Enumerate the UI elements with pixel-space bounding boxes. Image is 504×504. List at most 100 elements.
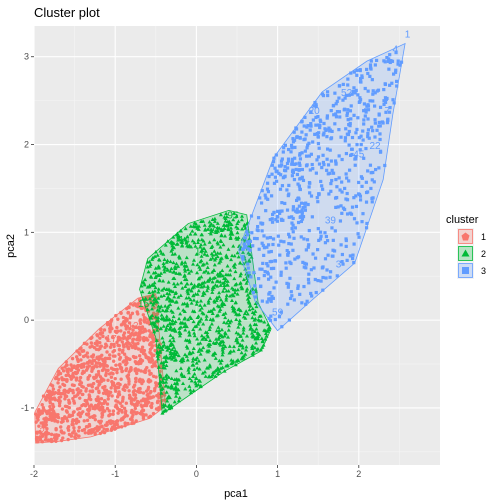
cluster-2-point	[256, 317, 261, 322]
cluster-1-point	[66, 437, 70, 442]
cluster-2-point	[199, 232, 204, 237]
cluster-3-point	[347, 129, 351, 134]
cluster-1-point	[36, 415, 40, 419]
cluster-2-point	[140, 289, 145, 294]
cluster-2-point	[226, 335, 231, 339]
cluster-1-point	[143, 327, 147, 332]
cluster-3-point	[294, 198, 299, 203]
cluster-1-point	[149, 395, 154, 400]
cluster-2-point	[174, 261, 179, 266]
cluster-3-point	[290, 215, 294, 219]
cluster-3-point	[352, 70, 356, 74]
cluster-3-point	[378, 149, 383, 153]
cluster-2-point-label: 10	[195, 246, 207, 257]
cluster-1-point	[148, 414, 153, 419]
cluster-3-point	[255, 237, 259, 241]
cluster-1-point	[120, 417, 124, 421]
cluster-1-point	[111, 359, 116, 363]
cluster-2-point	[217, 294, 222, 299]
cluster-3-point	[298, 153, 302, 157]
cluster-3-point	[344, 93, 348, 98]
cluster-1-point	[123, 421, 127, 425]
cluster-1-point	[105, 427, 110, 432]
cluster-3-point	[298, 177, 302, 181]
cluster-3-point	[290, 174, 294, 178]
cluster-3-point	[314, 290, 318, 295]
cluster-3-point	[264, 196, 268, 200]
cluster-3-point	[246, 233, 250, 237]
cluster-3-point	[359, 134, 363, 138]
cluster-3-point	[304, 154, 309, 158]
cluster-2-point	[167, 292, 172, 296]
cluster-3-point	[330, 129, 334, 133]
cluster-2-point	[241, 277, 246, 282]
cluster-2-point	[213, 356, 218, 360]
cluster-3-point	[298, 292, 302, 296]
cluster-1-point	[150, 364, 154, 369]
cluster-2-point	[212, 300, 217, 304]
cluster-3-point	[317, 162, 322, 166]
cluster-2-point	[171, 314, 176, 319]
cluster-1-point	[80, 392, 84, 397]
cluster-1-point	[95, 356, 99, 360]
cluster-3-point	[351, 256, 355, 261]
cluster-2-point	[148, 300, 153, 305]
cluster-1-point	[38, 429, 42, 434]
cluster-2-point	[244, 281, 249, 285]
cluster-1-point	[90, 361, 94, 366]
x-tick-label: 1	[275, 469, 280, 479]
cluster-1-point	[127, 389, 131, 393]
cluster-3-point	[266, 190, 271, 194]
cluster-2-point	[176, 235, 181, 240]
cluster-3-point	[292, 130, 296, 134]
cluster-2-point	[198, 298, 203, 303]
cluster-2-point	[177, 255, 182, 259]
cluster-3-point	[320, 184, 324, 188]
cluster-1-point	[78, 375, 83, 380]
cluster-3-point	[260, 229, 264, 233]
cluster-3-point	[304, 302, 308, 306]
cluster-3-point	[342, 108, 346, 112]
cluster-2-point	[225, 219, 230, 224]
cluster-1-point	[70, 356, 75, 361]
cluster-1-point	[113, 389, 118, 393]
cluster-3-point	[334, 162, 338, 166]
cluster-3-point	[321, 153, 325, 157]
cluster-2-point	[192, 231, 197, 236]
cluster-3-point	[368, 74, 372, 78]
cluster-1-point	[56, 398, 60, 403]
cluster-3-point	[370, 200, 374, 204]
cluster-2-point	[252, 318, 257, 322]
cluster-3-point	[315, 131, 319, 136]
cluster-2-point	[247, 295, 252, 299]
cluster-3-point	[249, 214, 254, 218]
cluster-2-point	[159, 251, 164, 255]
cluster-3-point	[316, 115, 320, 119]
cluster-2-point	[204, 268, 209, 273]
cluster-1-point	[137, 338, 142, 342]
cluster-2-point	[172, 326, 177, 331]
cluster-3-point	[316, 134, 320, 139]
cluster-2-point	[231, 306, 236, 310]
cluster-1-point	[135, 389, 140, 394]
cluster-3-point-label: 52	[341, 88, 353, 99]
cluster-3-point	[355, 143, 359, 147]
cluster-3-point	[358, 68, 362, 72]
cluster-2-point	[191, 262, 196, 266]
cluster-3-point	[358, 96, 362, 100]
cluster-2-point	[199, 258, 204, 263]
cluster-2-point	[219, 358, 224, 362]
cluster-3-point	[328, 270, 333, 274]
cluster-2-point	[191, 388, 196, 393]
cluster-1-point	[138, 321, 143, 326]
cluster-2-point	[235, 358, 240, 362]
cluster-3-point	[298, 215, 302, 219]
cluster-2-point	[152, 283, 157, 287]
cluster-3-point	[309, 291, 313, 296]
cluster-3-point	[272, 156, 276, 160]
cluster-2-point	[229, 358, 234, 362]
cluster-1-point	[117, 352, 121, 357]
cluster-1-point	[129, 365, 133, 370]
cluster-3-point	[261, 261, 265, 265]
